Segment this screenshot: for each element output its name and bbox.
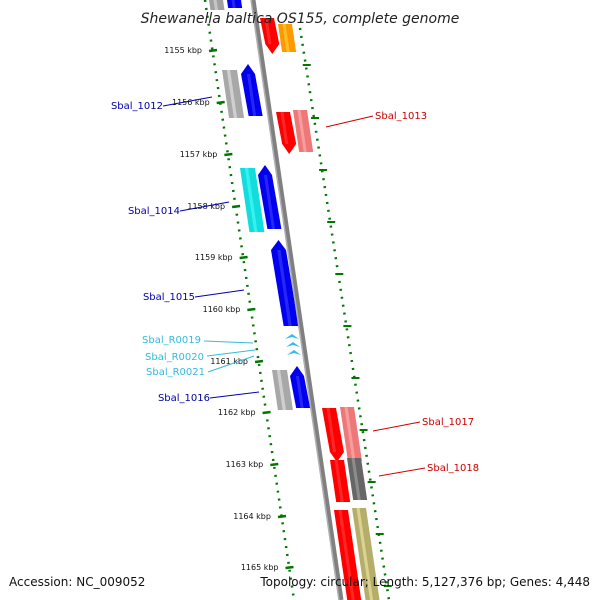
kbp-tick-label: 1164 kbp xyxy=(233,512,271,521)
gene-sbal-1017-red xyxy=(322,408,344,462)
kbp-tick-mark xyxy=(277,514,287,519)
accession-text: Accession: NC_009052 xyxy=(9,575,145,589)
label-leader-line xyxy=(194,289,245,298)
genome-summary-text: Topology: circular; Length: 5,127,376 bp… xyxy=(259,575,590,589)
kbp-tick-mark xyxy=(239,255,248,260)
kbp-tick-label: 1160 kbp xyxy=(203,305,241,314)
tick-row-right xyxy=(298,27,391,600)
kbp-tick-mark xyxy=(285,565,294,570)
kbp-tick-label: 1156 kbp xyxy=(172,98,210,107)
gene-label: Sbal_1017 xyxy=(422,417,474,428)
label-leader-line xyxy=(162,96,213,107)
gene-sbal-1017-pink xyxy=(340,407,362,461)
kbp-tick-mark xyxy=(254,359,264,364)
tick-row-left xyxy=(203,0,296,600)
kbp-tick-label: 1155 kbp xyxy=(164,46,202,55)
gene-sbal-1011-part xyxy=(260,18,280,54)
gene-sbal-1013-pink xyxy=(293,110,314,152)
gene-label: Sbal_R0020 xyxy=(145,352,204,363)
backbone-line xyxy=(250,0,344,600)
gene-red-3 xyxy=(334,510,362,600)
backbone-highlight xyxy=(250,0,340,600)
gene-label: Sbal_R0019 xyxy=(142,335,201,346)
gene-sbal-1012 xyxy=(241,64,263,116)
kbp-tick-mark xyxy=(216,100,225,105)
gene-label: Sbal_1018 xyxy=(427,463,479,474)
gene-sbal-1013-red xyxy=(276,112,297,154)
gene-label: Sbal_1013 xyxy=(375,111,427,122)
gene-orange xyxy=(278,24,297,52)
gene-label: Sbal_1016 xyxy=(158,393,210,404)
rna-chevron xyxy=(286,342,300,347)
kbp-tick-mark xyxy=(270,462,279,467)
gene-sbal-1016 xyxy=(290,366,311,408)
label-leader-line xyxy=(206,349,256,357)
gene-cyan xyxy=(240,168,265,232)
gene-red-2 xyxy=(330,460,351,502)
label-leader-line xyxy=(207,355,255,373)
gene-label: Sbal_1015 xyxy=(143,292,195,303)
gene-sbal-1018 xyxy=(347,458,368,500)
label-leader-line xyxy=(325,115,374,128)
kbp-tick-label: 1165 kbp xyxy=(241,563,279,572)
rna-chevron xyxy=(287,350,301,355)
gene-label: Sbal_R0021 xyxy=(146,367,205,378)
kbp-tick-label: 1159 kbp xyxy=(195,253,233,262)
gene-sbal-1015 xyxy=(271,240,299,326)
kbp-tick-mark xyxy=(224,152,233,157)
kbp-tick-mark xyxy=(247,307,256,312)
label-leader-line xyxy=(203,340,254,344)
gene-olive xyxy=(352,508,380,600)
map-title: Shewanella baltica OS155, complete genom… xyxy=(141,11,460,27)
kbp-tick-mark xyxy=(262,410,271,415)
kbp-tick-mark xyxy=(231,204,241,209)
gene-grey-1 xyxy=(222,70,245,118)
kbp-tick-label: 1162 kbp xyxy=(218,408,256,417)
label-leader-line xyxy=(378,467,426,477)
gene-label: Sbal_1012 xyxy=(111,101,163,112)
gene-label: Sbal_1014 xyxy=(128,206,180,217)
gene-features xyxy=(209,0,380,600)
rna-chevron xyxy=(285,334,299,339)
gene-grey-2 xyxy=(272,370,293,410)
gene-sbal-1014 xyxy=(258,165,282,229)
gene-block-top-grey xyxy=(209,0,225,10)
gene-block-top-blue xyxy=(227,0,243,8)
backbone xyxy=(250,0,344,600)
kbp-tick-mark xyxy=(208,48,218,53)
label-leaders xyxy=(162,96,426,477)
gene-labels: Sbal_1012 Sbal_1013 Sbal_1014 Sbal_1015 Sbal… xyxy=(111,101,479,474)
label-leader-line xyxy=(372,421,421,432)
kbp-tick-label: 1163 kbp xyxy=(226,460,264,469)
kbp-tick-label: 1161 kbp xyxy=(210,357,248,366)
label-leader-line xyxy=(179,201,230,212)
kbp-tick-label: 1157 kbp xyxy=(180,150,218,159)
label-leader-line xyxy=(209,391,260,399)
